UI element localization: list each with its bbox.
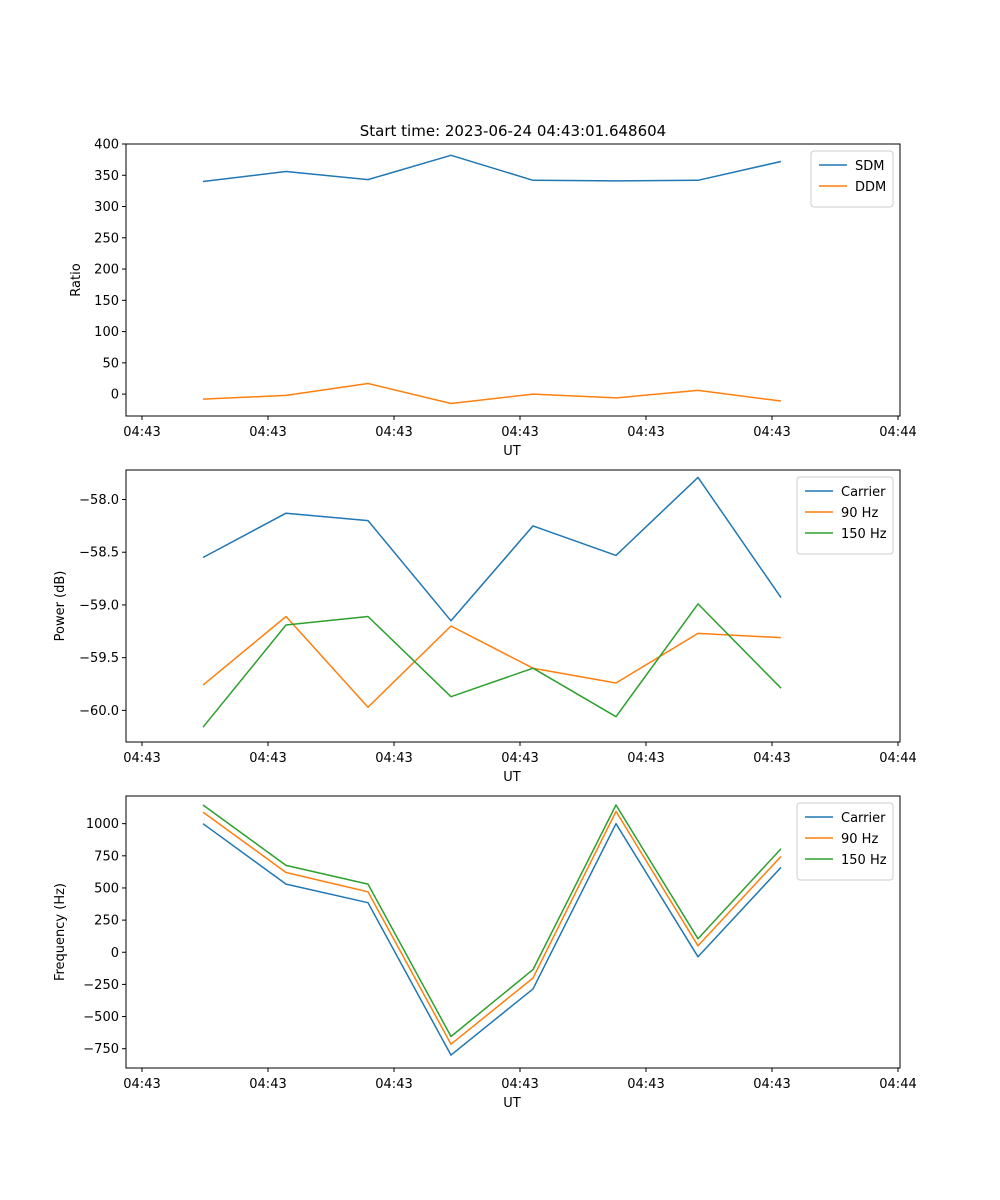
legend: Carrier 90 Hz 150 Hz [796, 476, 894, 555]
x-tick-label: 04:44 [879, 425, 916, 440]
legend-label: 150 Hz [841, 527, 887, 542]
x-tick-label: 04:43 [501, 1077, 538, 1092]
series-line-sdm [202, 154, 782, 183]
series-line-90-hz [202, 810, 782, 1045]
x-tick-label: 04:43 [375, 1077, 412, 1092]
series-line-ddm [202, 382, 782, 405]
ratio-panel: 0 50 100 150 200 250 300 350 400 04:43 04:43 04:43 0… [69, 138, 917, 460]
y-tick-label: −750 [83, 1042, 119, 1057]
power-panel: −60.0 −59.5 −59.0 −58.5 −58.0 04:43 04:43 04:43… [53, 469, 917, 785]
axes-frame [125, 143, 901, 417]
y-tick-label: 1000 [86, 817, 119, 832]
legend-label: SDM [855, 159, 884, 174]
y-tick-label: 0 [111, 388, 119, 403]
x-tick-label: 04:43 [123, 1077, 160, 1092]
legend: SDM DDM [810, 150, 894, 208]
series-line-carrier [202, 476, 782, 622]
x-axis-label: UT [503, 770, 521, 785]
y-tick-label: 750 [94, 849, 119, 864]
y-tick-label: 150 [94, 294, 119, 309]
x-tick-label: 04:43 [375, 425, 412, 440]
y-tick-label: −58.5 [79, 546, 119, 561]
y-tick-label: −59.5 [79, 651, 119, 666]
x-axis-label: UT [503, 1096, 521, 1111]
y-tick-label: 300 [94, 200, 119, 215]
legend: Carrier 90 Hz 150 Hz [796, 802, 894, 881]
y-tick-label: 250 [94, 914, 119, 929]
x-tick-label: 04:43 [753, 1077, 790, 1092]
x-tick-label: 04:43 [627, 425, 664, 440]
y-tick-label: 100 [94, 325, 119, 340]
legend-box [796, 802, 894, 881]
legend-label: Carrier [841, 811, 886, 826]
x-tick-label: 04:44 [879, 751, 916, 766]
y-tick-label: 350 [94, 169, 119, 184]
axes-frame [125, 795, 901, 1069]
y-tick-label: 400 [94, 138, 119, 153]
y-axis-label: Power (dB) [53, 571, 68, 642]
series-line-150-hz [202, 603, 782, 728]
x-tick-label: 04:43 [249, 1077, 286, 1092]
y-tick-label: −60.0 [79, 704, 119, 719]
series-line-90-hz [202, 615, 782, 708]
y-axis-label: Frequency (Hz) [53, 883, 68, 981]
x-tick-label: 04:44 [879, 1077, 916, 1092]
x-tick-label: 04:43 [249, 425, 286, 440]
y-tick-label: 0 [111, 946, 119, 961]
x-tick-label: 04:43 [627, 751, 664, 766]
y-tick-label: −58.0 [79, 493, 119, 508]
y-tick-label: −250 [83, 978, 119, 993]
y-tick-label: 50 [102, 356, 119, 371]
y-tick-label: −500 [83, 1010, 119, 1025]
x-tick-label: 04:43 [501, 425, 538, 440]
series-line-150-hz [202, 804, 782, 1038]
x-tick-label: 04:43 [123, 425, 160, 440]
x-axis-label: UT [503, 444, 521, 459]
x-tick-label: 04:43 [375, 751, 412, 766]
legend-label: DDM [855, 180, 886, 195]
y-tick-label: 500 [94, 881, 119, 896]
frequency-panel: −750 −500 −250 0 250 500 750 1000 04:43 04:43 04:4… [53, 795, 917, 1111]
x-tick-label: 04:43 [627, 1077, 664, 1092]
y-tick-label: 250 [94, 231, 119, 246]
x-tick-label: 04:43 [753, 425, 790, 440]
figure-title: Start time: 2023-06-24 04:43:01.648604 [360, 122, 666, 140]
y-axis-label: Ratio [69, 263, 84, 296]
axes-frame [125, 469, 901, 743]
legend-label: 90 Hz [841, 832, 878, 847]
x-tick-label: 04:43 [753, 751, 790, 766]
legend-label: 90 Hz [841, 506, 878, 521]
x-tick-label: 04:43 [249, 751, 286, 766]
legend-box [796, 476, 894, 555]
series-line-carrier [202, 822, 782, 1056]
y-tick-label: −59.0 [79, 598, 119, 613]
x-tick-label: 04:43 [501, 751, 538, 766]
x-tick-label: 04:43 [123, 751, 160, 766]
y-tick-label: 200 [94, 263, 119, 278]
legend-label: 150 Hz [841, 853, 887, 868]
legend-label: Carrier [841, 485, 886, 500]
